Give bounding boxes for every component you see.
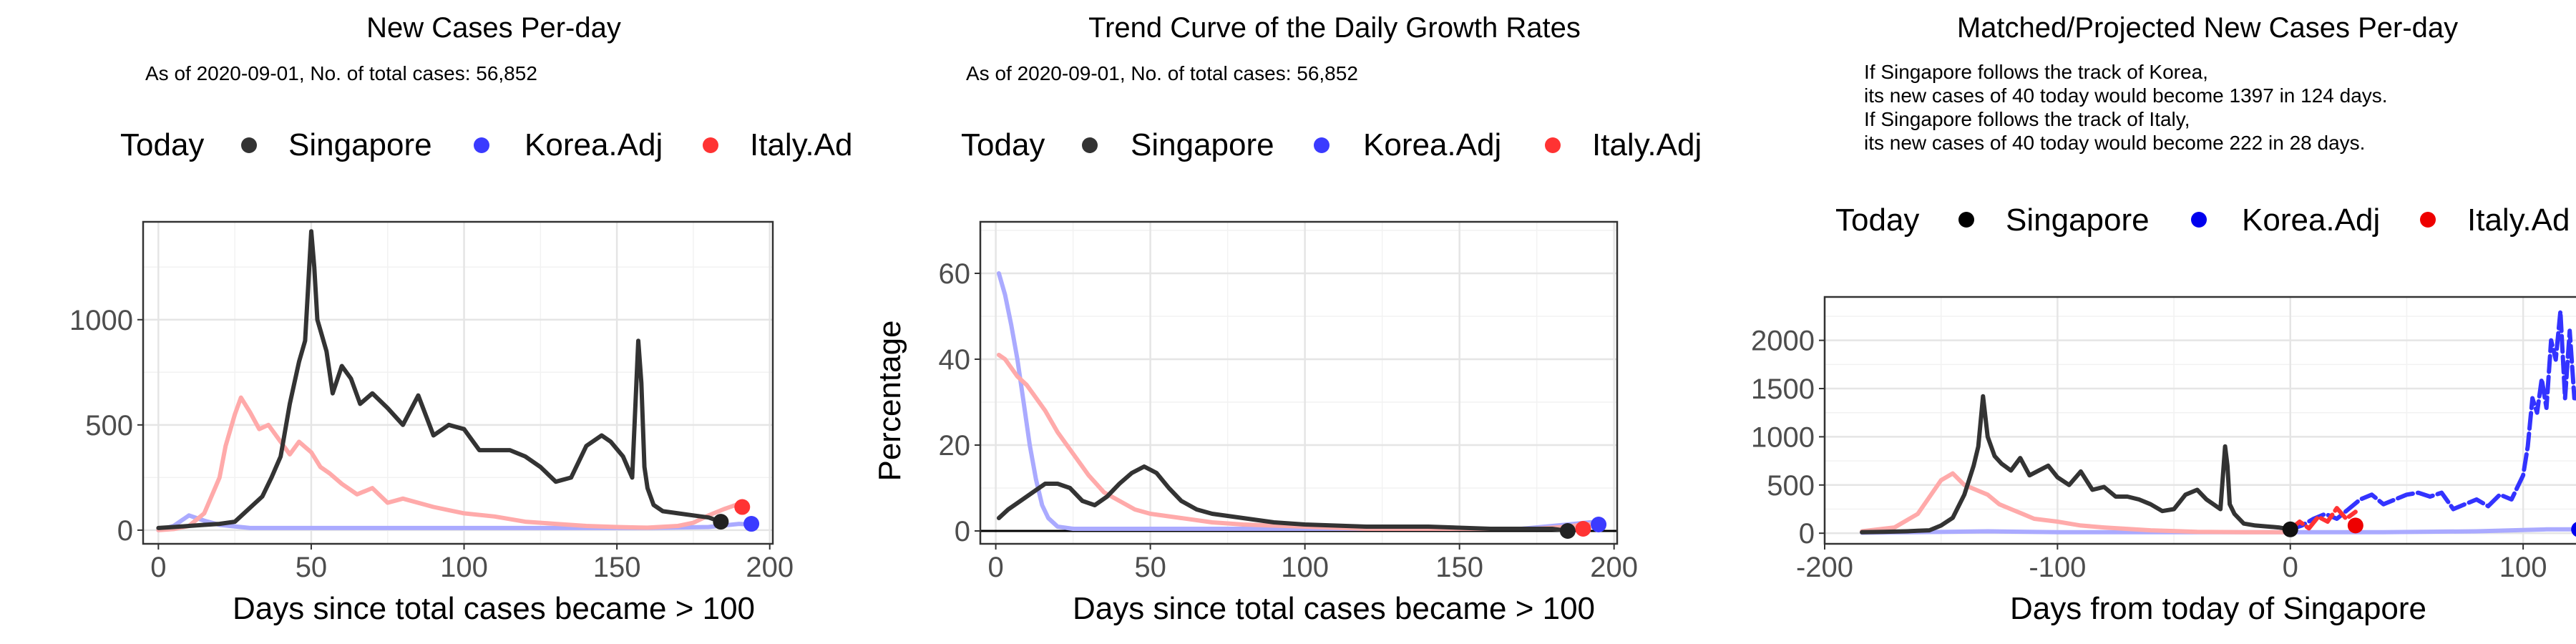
legend-label-italy: Italy.Ad bbox=[2467, 203, 2570, 238]
chart-subtitle: As of 2020-09-01, No. of total cases: 56… bbox=[145, 62, 537, 84]
y-tick-label: 500 bbox=[1767, 470, 1815, 502]
today-point-korea-adj bbox=[1591, 517, 1607, 532]
y-tick-label: 20 bbox=[939, 430, 971, 462]
y-tick-label: 500 bbox=[85, 410, 133, 441]
x-axis-label: Days since total cases became > 100 bbox=[233, 591, 755, 626]
y-tick-label: 1500 bbox=[1751, 374, 1815, 405]
x-tick-label: 100 bbox=[440, 552, 488, 583]
x-tick-label: 100 bbox=[1281, 552, 1329, 583]
y-tick-label: 0 bbox=[117, 515, 133, 547]
chart-subtitle: If Singapore follows the track of Korea,… bbox=[1864, 61, 2388, 154]
subtitle-line-2: its new cases of 40 today would become 1… bbox=[1864, 84, 2388, 107]
plot-border bbox=[142, 220, 774, 545]
series-line-italy-ad-history bbox=[1860, 471, 2293, 535]
x-axis-label: Days from today of Singapore bbox=[2010, 591, 2426, 626]
today-point-korea-adj bbox=[2571, 522, 2576, 537]
today-point-italy-adj bbox=[1575, 521, 1591, 537]
x-tick-label: 0 bbox=[150, 552, 166, 583]
legend-label-singapore: Singapore bbox=[2006, 203, 2150, 238]
chart-legend: Today Singapore Korea.Adj Italy.Ad bbox=[120, 127, 852, 162]
x-tick-label: 200 bbox=[1590, 552, 1638, 583]
legend-key-singapore bbox=[241, 137, 257, 153]
legend-key-korea bbox=[1314, 137, 1330, 153]
today-point-singapore bbox=[2282, 521, 2298, 537]
y-tick-label: 1000 bbox=[1751, 421, 1815, 453]
chart-title: New Cases Per-day bbox=[366, 12, 621, 44]
series-line-italy-ad bbox=[156, 395, 745, 532]
legend-key-italy bbox=[1545, 137, 1561, 153]
subtitle-line-3: If Singapore follows the track of Italy, bbox=[1864, 108, 2190, 130]
x-tick-label: -100 bbox=[2029, 552, 2086, 583]
plot-area: 0 50 100 150 200 0 500 1000 bbox=[69, 220, 794, 583]
legend-label-italy: Italy.Ad bbox=[750, 127, 852, 162]
today-point-korea-adj bbox=[743, 516, 760, 532]
legend-key-korea bbox=[2191, 212, 2207, 228]
chart-title: Matched/Projected New Cases Per-day bbox=[1957, 12, 2458, 44]
legend-label-korea: Korea.Adj bbox=[525, 127, 663, 162]
today-point-singapore bbox=[1559, 523, 1576, 539]
legend-title: Today bbox=[1835, 203, 1919, 238]
series-line-singapore bbox=[1860, 394, 2293, 535]
y-axis-label: Percentage bbox=[872, 320, 907, 481]
panel-projected-cases: Matched/Projected New Cases Per-day If S… bbox=[1751, 12, 2576, 626]
legend-label-korea: Korea.Adj bbox=[1363, 127, 1501, 162]
x-tick-label: 100 bbox=[2499, 552, 2547, 583]
x-tick-label: 50 bbox=[296, 552, 328, 583]
legend-key-singapore bbox=[1958, 212, 1974, 228]
y-tick-label: 1000 bbox=[69, 305, 133, 336]
y-tick-label: 60 bbox=[939, 258, 971, 290]
x-tick-label: 50 bbox=[1134, 552, 1166, 583]
series-line-singapore bbox=[156, 229, 723, 530]
plot-border bbox=[979, 220, 1619, 545]
today-point-singapore bbox=[713, 514, 729, 530]
panel-growth-rates: Trend Curve of the Daily Growth Rates As… bbox=[872, 12, 1702, 626]
x-tick-label: 0 bbox=[2283, 552, 2298, 583]
legend-title: Today bbox=[120, 127, 204, 162]
chart-subtitle: As of 2020-09-01, No. of total cases: 56… bbox=[966, 62, 1358, 84]
legend-key-italy bbox=[703, 137, 718, 153]
x-tick-label: 150 bbox=[1435, 552, 1483, 583]
subtitle-line-1: If Singapore follows the track of Korea, bbox=[1864, 61, 2208, 83]
x-axis-label: Days since total cases became > 100 bbox=[1073, 591, 1595, 626]
series-line-korea-adj bbox=[996, 271, 1601, 531]
panel-new-cases: New Cases Per-day As of 2020-09-01, No. … bbox=[69, 12, 852, 626]
legend-key-singapore bbox=[1082, 137, 1098, 153]
today-point-italy-ad bbox=[734, 499, 751, 515]
y-tick-label: 2000 bbox=[1751, 326, 1815, 357]
plot-area: 0 50 100 150 200 0 20 40 60 bbox=[939, 220, 1638, 583]
today-point-italy-ad bbox=[2347, 517, 2363, 534]
y-tick-label: 0 bbox=[1799, 518, 1815, 550]
x-tick-label: 0 bbox=[987, 552, 1003, 583]
series-line-korea-adj-projected bbox=[2288, 309, 2576, 532]
y-tick-label: 40 bbox=[939, 344, 971, 376]
subtitle-line-4: its new cases of 40 today would become 2… bbox=[1864, 132, 2365, 154]
chart-legend: Today Singapore Korea.Adj Italy.Ad bbox=[1835, 203, 2570, 238]
chart-legend: Today Singapore Korea.Adj Italy.Adj bbox=[961, 127, 1702, 162]
legend-label-italy: Italy.Adj bbox=[1592, 127, 1702, 162]
legend-label-singapore: Singapore bbox=[1131, 127, 1274, 162]
legend-key-italy bbox=[2420, 212, 2436, 228]
legend-key-korea bbox=[474, 137, 489, 153]
x-tick-label: 200 bbox=[746, 552, 794, 583]
series-line-italy-ad-projected bbox=[2288, 506, 2358, 532]
series-line-singapore bbox=[996, 464, 1570, 533]
x-tick-label: -200 bbox=[1796, 552, 1853, 583]
plot-border bbox=[1823, 296, 2576, 545]
legend-title: Today bbox=[961, 127, 1045, 162]
legend-label-singapore: Singapore bbox=[288, 127, 432, 162]
chart-title: Trend Curve of the Daily Growth Rates bbox=[1088, 12, 1581, 44]
y-tick-label: 0 bbox=[955, 516, 970, 547]
x-tick-label: 150 bbox=[593, 552, 641, 583]
legend-label-korea: Korea.Adj bbox=[2242, 203, 2380, 238]
